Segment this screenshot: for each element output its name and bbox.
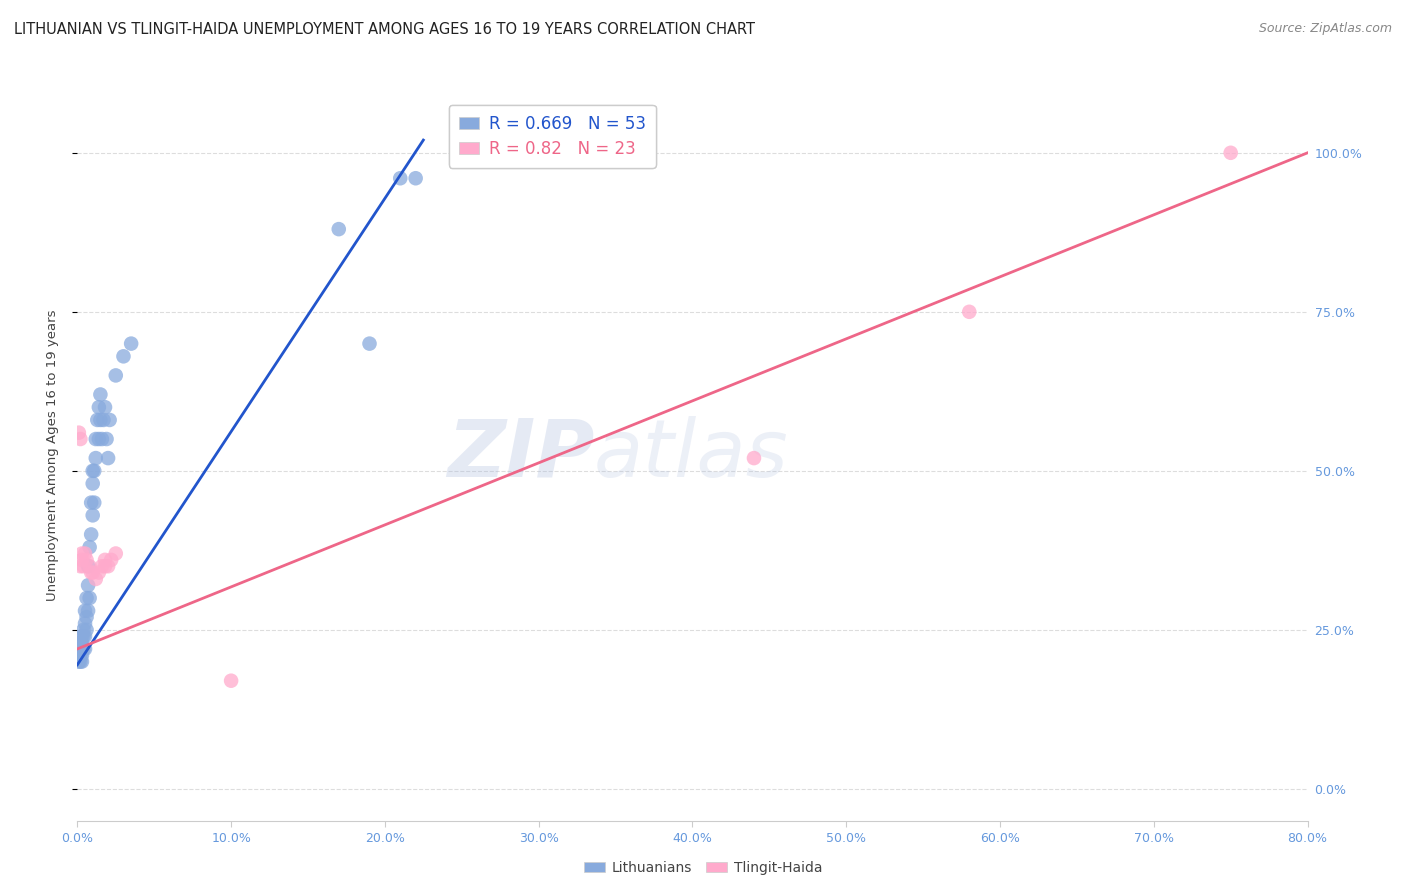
- Point: [219, 673, 242, 688]
- Point: [69, 655, 91, 669]
- Point: [70, 547, 93, 561]
- Point: [69, 641, 91, 656]
- Point: [72, 629, 94, 643]
- Point: [89, 387, 111, 401]
- Point: [87, 401, 110, 415]
- Point: [82, 476, 104, 491]
- Point: [72, 623, 94, 637]
- Point: [73, 604, 96, 618]
- Point: [84, 451, 107, 466]
- Point: [69, 559, 91, 574]
- Point: [77, 604, 100, 618]
- Point: [70, 629, 93, 643]
- Point: [82, 464, 104, 478]
- Text: Source: ZipAtlas.com: Source: ZipAtlas.com: [1258, 22, 1392, 36]
- Point: [90, 559, 114, 574]
- Point: [100, 553, 122, 567]
- Point: [79, 559, 101, 574]
- Point: [73, 641, 96, 656]
- Point: [70, 655, 93, 669]
- Point: [80, 495, 103, 509]
- Point: [77, 578, 100, 592]
- Point: [72, 559, 94, 574]
- Text: atlas: atlas: [595, 416, 789, 494]
- Point: [89, 413, 111, 427]
- Point: [73, 547, 96, 561]
- Point: [82, 566, 104, 580]
- Point: [77, 559, 100, 574]
- Point: [120, 336, 142, 351]
- Point: [93, 413, 115, 427]
- Point: [72, 641, 94, 656]
- Point: [97, 451, 120, 466]
- Point: [80, 527, 103, 541]
- Point: [742, 451, 765, 466]
- Point: [69, 635, 91, 649]
- Point: [79, 591, 101, 605]
- Point: [90, 432, 114, 446]
- Point: [94, 559, 117, 574]
- Point: [104, 368, 127, 383]
- Point: [76, 610, 98, 624]
- Point: [67, 655, 90, 669]
- Point: [83, 495, 105, 509]
- Point: [359, 336, 381, 351]
- Point: [405, 171, 427, 186]
- Point: [79, 540, 101, 554]
- Point: [83, 464, 105, 478]
- Point: [67, 425, 90, 440]
- Legend: Lithuanians, Tlingit-Haida: Lithuanians, Tlingit-Haida: [578, 855, 828, 880]
- Point: [104, 547, 127, 561]
- Text: LITHUANIAN VS TLINGIT-HAIDA UNEMPLOYMENT AMONG AGES 16 TO 19 YEARS CORRELATION C: LITHUANIAN VS TLINGIT-HAIDA UNEMPLOYMENT…: [14, 22, 755, 37]
- Text: ZIP: ZIP: [447, 416, 595, 494]
- Point: [98, 413, 121, 427]
- Point: [1219, 145, 1241, 160]
- Point: [70, 553, 93, 567]
- Point: [69, 648, 91, 663]
- Point: [70, 635, 93, 649]
- Point: [76, 623, 98, 637]
- Point: [84, 432, 107, 446]
- Point: [97, 559, 120, 574]
- Point: [94, 553, 117, 567]
- Point: [69, 432, 91, 446]
- Point: [112, 349, 135, 363]
- Point: [70, 648, 93, 663]
- Point: [73, 629, 96, 643]
- Point: [73, 616, 96, 631]
- Point: [389, 171, 412, 186]
- Point: [76, 553, 98, 567]
- Point: [82, 508, 104, 523]
- Point: [80, 566, 103, 580]
- Point: [67, 648, 90, 663]
- Point: [86, 413, 108, 427]
- Point: [87, 566, 110, 580]
- Point: [94, 401, 117, 415]
- Point: [96, 432, 118, 446]
- Point: [76, 591, 98, 605]
- Point: [84, 572, 107, 586]
- Y-axis label: Unemployment Among Ages 16 to 19 years: Unemployment Among Ages 16 to 19 years: [46, 310, 59, 600]
- Point: [87, 432, 110, 446]
- Point: [67, 641, 90, 656]
- Legend: R = 0.669   N = 53, R = 0.82   N = 23: R = 0.669 N = 53, R = 0.82 N = 23: [449, 105, 655, 168]
- Point: [957, 305, 980, 319]
- Point: [328, 222, 350, 236]
